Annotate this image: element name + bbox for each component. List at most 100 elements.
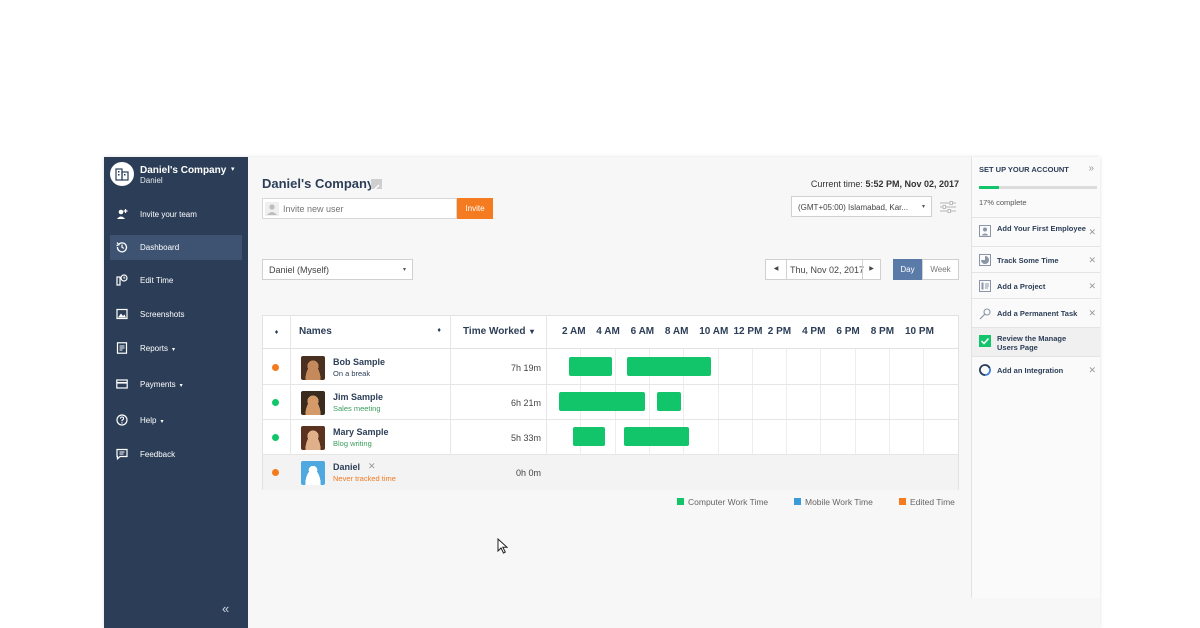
setup-task-item[interactable]: Add a Permanent Task ✕: [972, 298, 1100, 327]
company-switcher[interactable]: Daniel's Company Daniel ▾: [104, 157, 248, 193]
dismiss-task-icon[interactable]: ✕: [1088, 280, 1096, 291]
app-window: Daniel's Company Daniel ▾ Invite your te…: [104, 157, 1100, 628]
member-name[interactable]: Bob Sample: [333, 357, 386, 367]
legend-swatch: [677, 498, 684, 505]
setup-task-item[interactable]: Add a Project ✕: [972, 272, 1100, 298]
settings-sliders-icon[interactable]: [939, 200, 957, 214]
setup-task-item[interactable]: Review the Manage Users Page: [972, 327, 1100, 356]
sidebar-item-invite[interactable]: Invite your team: [110, 202, 242, 227]
prev-day-button[interactable]: ◀: [766, 260, 787, 279]
avatar[interactable]: [301, 461, 325, 485]
invite-button[interactable]: Invite: [457, 198, 493, 219]
dismiss-task-icon[interactable]: ✕: [1088, 227, 1096, 237]
chevron-down-icon: ▾: [402, 267, 406, 273]
sidebar-item-dashboard[interactable]: Dashboard: [110, 235, 242, 260]
setup-task-item[interactable]: Add an Integration ✕: [972, 356, 1100, 382]
sidebar-item-label: Edit Time: [140, 276, 174, 285]
tab-day[interactable]: Day: [893, 259, 922, 280]
edit-pencil-icon[interactable]: [371, 179, 382, 191]
current-time: Current time: 5:52 PM, Nov 02, 2017: [811, 179, 959, 189]
time-worked-value: 7h 19m: [510, 363, 541, 373]
setup-progress-bar: [979, 186, 1097, 189]
member-status: Sales meeting: [333, 404, 381, 413]
member-status: Never tracked time: [333, 474, 396, 483]
hour-label: 2 AM: [562, 326, 586, 337]
computer-time-bar[interactable]: [627, 357, 712, 376]
names-header[interactable]: Names ♦: [290, 316, 450, 349]
member-name[interactable]: Jim Sample: [333, 392, 384, 402]
sidebar-item-feedback[interactable]: Feedback: [110, 442, 242, 467]
clock-icon: [979, 254, 991, 266]
sidebar: Daniel's Company Daniel ▾ Invite your te…: [104, 157, 248, 628]
computer-time-bar[interactable]: [624, 427, 690, 446]
sidebar-item-label: Help ▾: [140, 416, 164, 425]
legend-edited-time: Edited Time: [899, 497, 955, 507]
invite-input[interactable]: [283, 201, 453, 216]
screenshots-icon: [116, 308, 128, 320]
setup-task-item[interactable]: Track Some Time ✕: [972, 246, 1100, 272]
next-day-button[interactable]: ▶: [862, 260, 880, 279]
setup-task-label: Add a Project: [997, 281, 1046, 291]
member-name[interactable]: Daniel: [333, 462, 361, 472]
time-worked-value: 0h 0m: [515, 468, 541, 478]
current-time-value: 5:52 PM, Nov 02, 2017: [865, 179, 959, 189]
pin-icon: [979, 307, 991, 319]
remove-member-icon[interactable]: ✕: [368, 461, 376, 471]
sidebar-item-reports[interactable]: Reports ▾: [110, 336, 242, 361]
avatar[interactable]: [301, 426, 325, 450]
mouse-cursor-icon: [497, 538, 509, 554]
sidebar-item-screenshots[interactable]: Screenshots: [110, 302, 242, 327]
help-icon: [116, 414, 128, 426]
legend-mobile-time: Mobile Work Time: [794, 497, 873, 507]
project-icon: [979, 280, 991, 292]
user-placeholder-icon: [265, 202, 279, 216]
setup-account-panel: SET UP YOUR ACCOUNT » 17% complete Add Y…: [971, 157, 1100, 598]
sidebar-item-label: Reports ▾: [140, 344, 176, 353]
member-status: Blog writing: [333, 439, 372, 448]
table-row: Daniel ✕ Never tracked time 0h 0m: [263, 455, 958, 490]
timezone-select[interactable]: (GMT+05:00) Islamabad, Kar... ▾: [791, 196, 932, 217]
timesheet-table: ♦ Names ♦ Time Worked ▾ 2 AM 4 AM 6 AM 8 AM…: [262, 315, 959, 490]
company-logo-icon: [110, 162, 134, 186]
sidebar-item-label: Feedback: [140, 450, 176, 459]
time-worked-header[interactable]: Time Worked ▾: [450, 316, 546, 349]
names-header-label: Names: [299, 326, 332, 337]
sidebar-item-help[interactable]: Help ▾: [110, 408, 242, 433]
hour-label: 4 PM: [802, 326, 826, 337]
avatar[interactable]: [301, 356, 325, 380]
sidebar-item-label: Dashboard: [140, 243, 180, 252]
invite-field[interactable]: [262, 198, 457, 219]
status-sort-header[interactable]: ♦: [263, 316, 290, 349]
date-value[interactable]: Thu, Nov 02, 2017: [790, 265, 865, 275]
sidebar-item-label: Payments ▾: [140, 380, 183, 389]
chevron-down-icon[interactable]: ▾: [231, 166, 235, 173]
tab-week[interactable]: Week: [922, 259, 959, 280]
member-select[interactable]: Daniel (Myself) ▾: [262, 259, 413, 280]
reports-icon: [116, 342, 128, 354]
legend-swatch: [794, 498, 801, 505]
chevron-down-icon: ▾: [160, 419, 164, 425]
sidebar-item-payments[interactable]: Payments ▾: [110, 372, 242, 397]
computer-time-bar[interactable]: [558, 392, 645, 411]
computer-time-bar[interactable]: [656, 392, 681, 411]
collapse-panel-icon[interactable]: »: [1088, 163, 1094, 174]
setup-task-item[interactable]: Add Your First Employee ✕: [972, 217, 1100, 246]
member-name[interactable]: Mary Sample: [333, 427, 389, 437]
status-dot-icon: [272, 434, 279, 441]
hour-label: 6 AM: [630, 326, 655, 337]
timezone-value: (GMT+05:00) Islamabad, Kar...: [798, 203, 909, 212]
setup-task-label: Add Your First Employee: [997, 224, 1086, 233]
collapse-sidebar-icon[interactable]: «: [222, 601, 230, 616]
setup-task-label: Add a Permanent Task: [997, 309, 1078, 318]
page-title: Daniel's Company: [262, 176, 375, 191]
dismiss-task-icon[interactable]: ✕: [1088, 308, 1096, 318]
dismiss-task-icon[interactable]: ✕: [1088, 364, 1096, 375]
dismiss-task-icon[interactable]: ✕: [1088, 254, 1096, 265]
chevron-down-icon: ▾: [179, 383, 183, 389]
computer-time-bar[interactable]: [569, 357, 613, 376]
integration-icon: [979, 364, 991, 376]
dashboard-icon: [116, 242, 128, 253]
sidebar-item-edit-time[interactable]: Edit Time: [110, 268, 242, 293]
avatar[interactable]: [301, 391, 325, 415]
computer-time-bar[interactable]: [572, 427, 606, 446]
